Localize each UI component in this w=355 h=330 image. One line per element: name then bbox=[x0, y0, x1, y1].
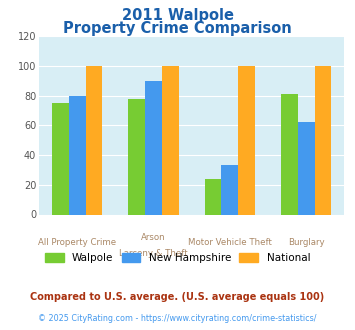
Text: Compared to U.S. average. (U.S. average equals 100): Compared to U.S. average. (U.S. average … bbox=[31, 292, 324, 302]
Bar bbox=[222, 166, 238, 214]
Bar bbox=[52, 103, 69, 214]
Bar bbox=[145, 81, 162, 214]
Text: Motor Vehicle Theft: Motor Vehicle Theft bbox=[188, 238, 272, 247]
Bar bbox=[281, 94, 298, 214]
Bar bbox=[315, 66, 331, 214]
Text: Property Crime Comparison: Property Crime Comparison bbox=[63, 21, 292, 36]
Text: Arson: Arson bbox=[141, 233, 166, 242]
Bar bbox=[129, 99, 145, 214]
Bar bbox=[298, 122, 315, 214]
Text: Larceny & Theft: Larceny & Theft bbox=[119, 249, 188, 258]
Bar bbox=[238, 66, 255, 214]
Text: © 2025 CityRating.com - https://www.cityrating.com/crime-statistics/: © 2025 CityRating.com - https://www.city… bbox=[38, 314, 317, 323]
Text: 2011 Walpole: 2011 Walpole bbox=[121, 8, 234, 23]
Legend: Walpole, New Hampshire, National: Walpole, New Hampshire, National bbox=[41, 249, 314, 267]
Bar bbox=[205, 179, 222, 214]
Bar bbox=[86, 66, 102, 214]
Text: Burglary: Burglary bbox=[288, 238, 324, 247]
Text: All Property Crime: All Property Crime bbox=[38, 238, 116, 247]
Bar bbox=[162, 66, 179, 214]
Bar bbox=[69, 96, 86, 214]
